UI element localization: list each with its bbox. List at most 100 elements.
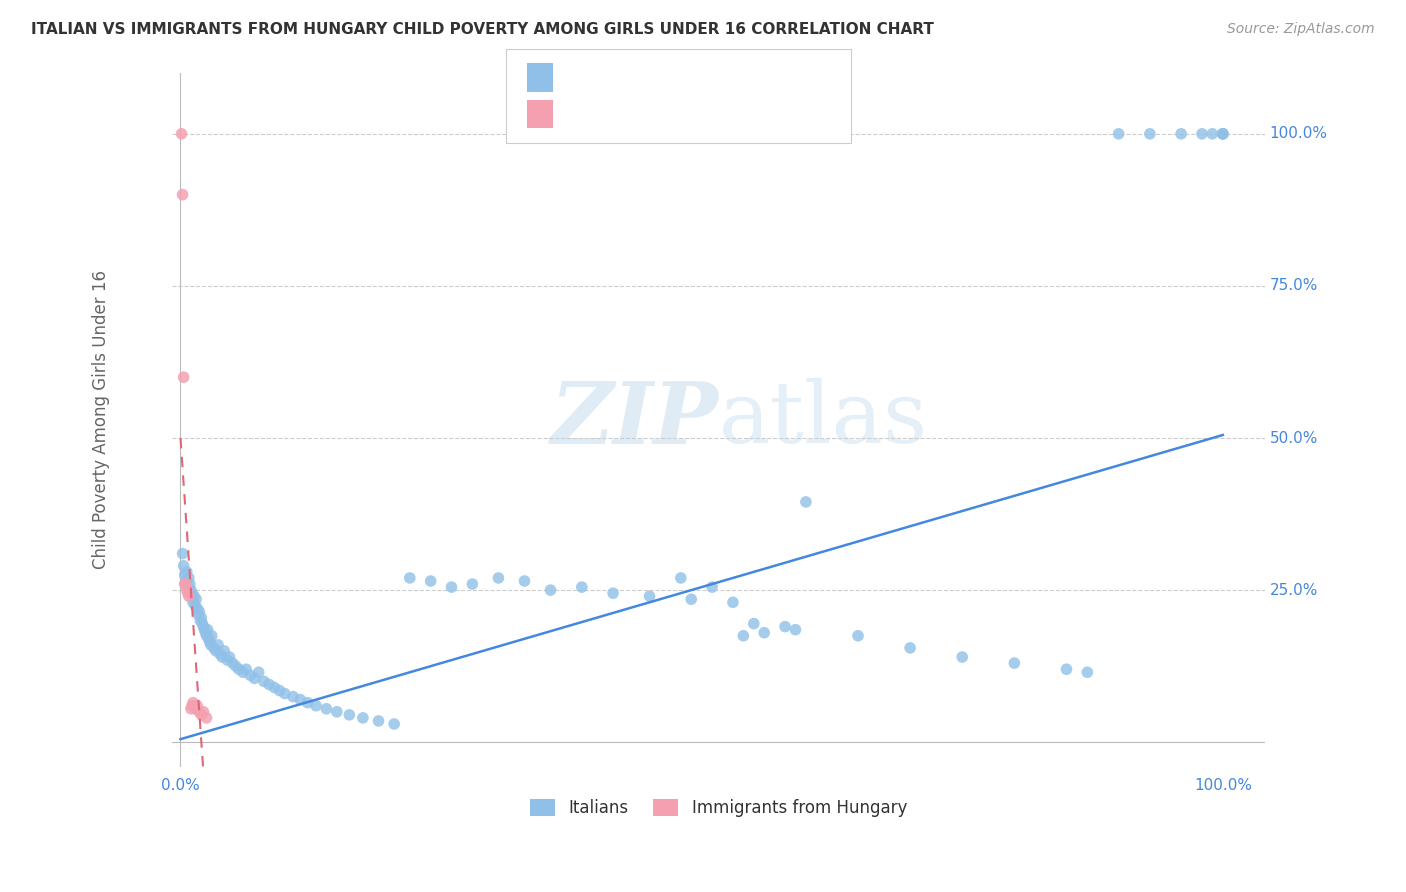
- Point: [193, 623, 215, 637]
- Point: [461, 577, 484, 591]
- Point: [190, 707, 212, 722]
- Point: [846, 629, 869, 643]
- Point: [173, 568, 195, 582]
- Point: [202, 640, 225, 655]
- Point: [263, 681, 285, 695]
- Text: 100.0%: 100.0%: [1270, 127, 1327, 141]
- Text: 94: 94: [693, 68, 717, 86]
- Point: [352, 711, 374, 725]
- Point: [274, 687, 297, 701]
- Point: [721, 595, 744, 609]
- Text: N =: N =: [661, 105, 697, 123]
- Text: atlas: atlas: [718, 378, 928, 461]
- Point: [195, 711, 218, 725]
- Point: [184, 702, 207, 716]
- Point: [174, 574, 197, 588]
- Point: [754, 625, 776, 640]
- Text: 0.513: 0.513: [595, 68, 647, 86]
- Point: [195, 629, 218, 643]
- Point: [193, 705, 215, 719]
- Point: [177, 589, 200, 603]
- Point: [225, 659, 247, 673]
- Point: [253, 674, 276, 689]
- Point: [173, 370, 195, 384]
- Point: [181, 595, 204, 609]
- Point: [290, 692, 312, 706]
- Point: [382, 717, 405, 731]
- Text: 75.0%: 75.0%: [1270, 278, 1317, 293]
- Point: [1139, 127, 1161, 141]
- Point: [217, 653, 239, 667]
- Point: [197, 632, 219, 646]
- Point: [1108, 127, 1130, 141]
- Text: ITALIAN VS IMMIGRANTS FROM HUNGARY CHILD POVERTY AMONG GIRLS UNDER 16 CORRELATIO: ITALIAN VS IMMIGRANTS FROM HUNGARY CHILD…: [31, 22, 934, 37]
- Point: [235, 662, 257, 676]
- Text: ZIP: ZIP: [551, 378, 718, 461]
- Point: [173, 558, 195, 573]
- Point: [700, 580, 723, 594]
- Point: [172, 547, 194, 561]
- Point: [1002, 656, 1025, 670]
- Point: [337, 707, 360, 722]
- Text: R =: R =: [561, 105, 598, 123]
- Point: [232, 665, 254, 680]
- Text: 0.436: 0.436: [595, 105, 647, 123]
- Point: [239, 668, 262, 682]
- Point: [180, 702, 202, 716]
- Point: [188, 614, 211, 628]
- Text: 100.0%: 100.0%: [1194, 778, 1251, 792]
- Point: [1212, 127, 1234, 141]
- Text: 0.0%: 0.0%: [162, 778, 200, 792]
- Point: [326, 705, 349, 719]
- Point: [194, 625, 217, 640]
- Text: Source: ZipAtlas.com: Source: ZipAtlas.com: [1227, 22, 1375, 37]
- Point: [209, 647, 232, 661]
- Point: [179, 577, 201, 591]
- Point: [176, 583, 198, 598]
- Point: [1056, 662, 1078, 676]
- Text: 25.0%: 25.0%: [1270, 582, 1317, 598]
- Point: [228, 662, 250, 676]
- Text: 17: 17: [693, 105, 716, 123]
- Text: 50.0%: 50.0%: [1270, 431, 1317, 445]
- Point: [197, 623, 219, 637]
- Point: [1201, 127, 1223, 141]
- Point: [181, 696, 204, 710]
- Point: [173, 577, 195, 591]
- Point: [1170, 127, 1192, 141]
- Point: [681, 592, 703, 607]
- Point: [170, 127, 193, 141]
- Point: [669, 571, 692, 585]
- Point: [221, 656, 243, 670]
- Point: [198, 635, 221, 649]
- Point: [177, 586, 200, 600]
- Point: [184, 599, 207, 613]
- Point: [201, 629, 224, 643]
- Point: [315, 702, 337, 716]
- Point: [297, 696, 319, 710]
- Point: [513, 574, 536, 588]
- Point: [174, 577, 197, 591]
- Legend: Italians, Immigrants from Hungary: Italians, Immigrants from Hungary: [523, 793, 914, 824]
- Point: [184, 592, 207, 607]
- Text: Child Poverty Among Girls Under 16: Child Poverty Among Girls Under 16: [93, 270, 110, 569]
- Point: [733, 629, 755, 643]
- Point: [785, 623, 807, 637]
- Point: [218, 650, 240, 665]
- Point: [794, 495, 817, 509]
- Point: [180, 583, 202, 598]
- Point: [186, 698, 208, 713]
- Point: [1212, 127, 1234, 141]
- Point: [1191, 127, 1213, 141]
- Point: [188, 604, 211, 618]
- Point: [176, 565, 198, 579]
- Point: [440, 580, 463, 594]
- Point: [200, 638, 222, 652]
- Point: [571, 580, 593, 594]
- Point: [177, 580, 200, 594]
- Point: [419, 574, 441, 588]
- Point: [243, 671, 266, 685]
- Point: [898, 640, 921, 655]
- Point: [190, 610, 212, 624]
- Point: [181, 586, 204, 600]
